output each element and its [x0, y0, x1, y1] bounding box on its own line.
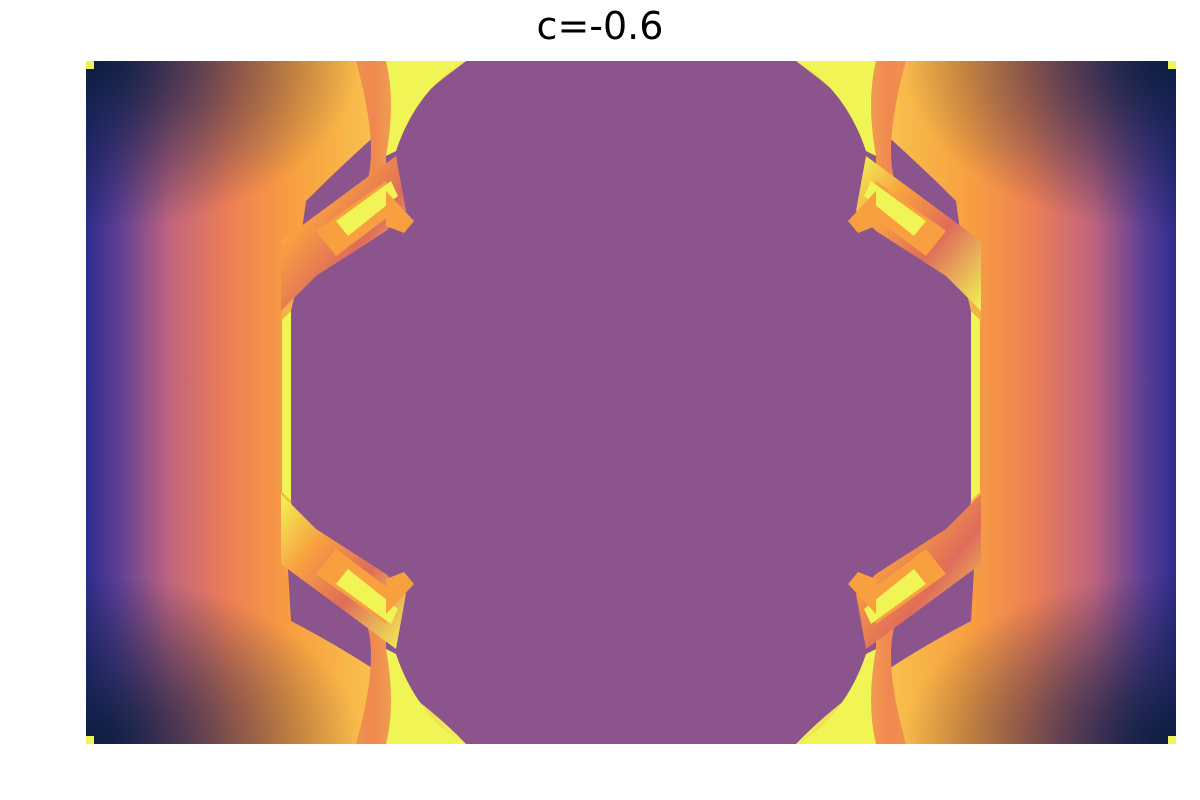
plot-title: c=-0.6	[536, 4, 664, 48]
corner-shade-br	[86, 61, 1176, 744]
julia-set-image	[86, 61, 1176, 744]
fractal-canvas	[86, 61, 1176, 744]
